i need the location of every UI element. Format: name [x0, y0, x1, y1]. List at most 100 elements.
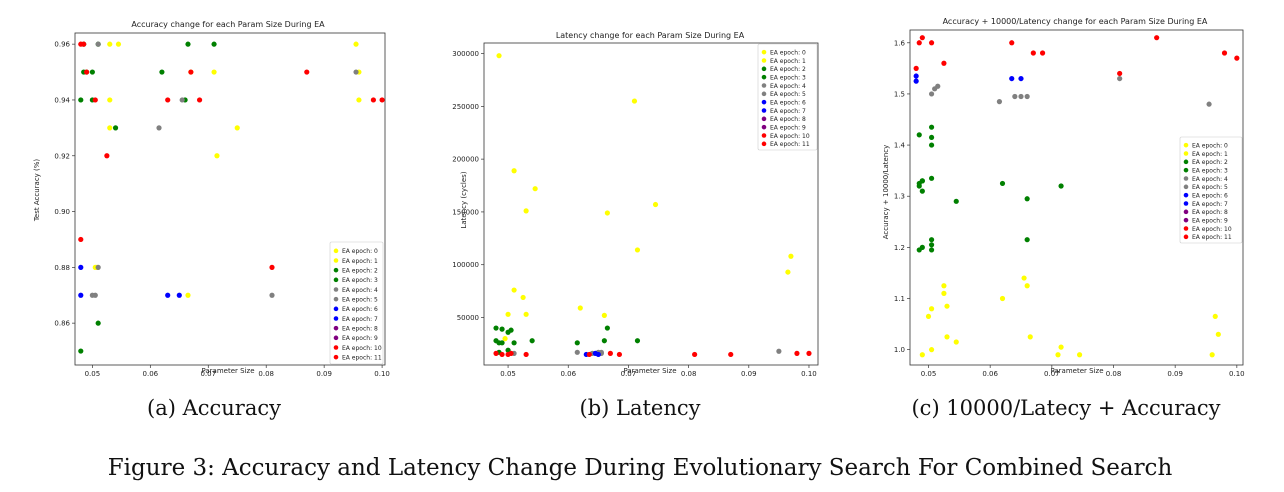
data-point — [165, 292, 171, 298]
data-point — [1024, 283, 1030, 289]
data-point — [928, 242, 935, 248]
chart-title: Latency change for each Param Size Durin… — [556, 31, 745, 40]
data-point — [1024, 196, 1030, 202]
legend-marker — [333, 325, 339, 331]
legend-entry: EA epoch: 0 — [770, 49, 806, 56]
data-point — [577, 305, 583, 311]
data-point — [179, 97, 185, 103]
data-point — [529, 338, 535, 344]
data-point — [165, 97, 171, 103]
x-tick-label: 0.07 — [621, 370, 637, 378]
data-point — [928, 247, 935, 253]
data-point — [634, 338, 641, 344]
data-point — [156, 125, 162, 131]
data-point — [211, 69, 217, 75]
legend-marker — [1183, 151, 1189, 156]
data-point — [496, 53, 502, 59]
data-point — [928, 124, 935, 130]
data-point — [944, 334, 950, 340]
data-point — [505, 351, 511, 358]
y-tick-label: 0.86 — [54, 320, 70, 328]
data-point — [523, 311, 529, 317]
legend-marker — [761, 74, 767, 80]
data-point — [234, 125, 240, 131]
data-point — [1212, 313, 1218, 320]
legend-marker — [333, 345, 339, 350]
legend-marker — [1183, 234, 1189, 240]
data-point — [499, 326, 505, 332]
legend-marker — [333, 316, 339, 321]
data-point — [211, 41, 217, 47]
subcaption-a: (a) Accuracy — [147, 396, 281, 420]
legend-entry: EA epoch: 7 — [770, 108, 806, 115]
legend-marker — [761, 58, 767, 63]
data-point — [941, 283, 947, 289]
data-point — [83, 69, 90, 75]
legend-marker — [333, 287, 339, 292]
y-tick-label: 0.96 — [54, 41, 70, 49]
x-tick-label: 0.08 — [1106, 370, 1122, 378]
subcaption-c: (c) 10000/Latecy + Accuracy — [911, 396, 1220, 420]
legend-marker — [761, 91, 767, 97]
y-tick-label: 0.94 — [54, 96, 70, 104]
data-point — [631, 98, 638, 104]
x-tick-label: 0.07 — [1044, 370, 1060, 378]
legend-marker — [1183, 217, 1189, 223]
data-point — [1234, 55, 1240, 61]
data-point — [89, 69, 95, 75]
data-point — [269, 264, 275, 270]
data-point — [1024, 93, 1030, 100]
legend-entry: EA epoch: 10 — [770, 133, 810, 140]
data-point — [81, 41, 87, 47]
data-point — [78, 97, 84, 103]
data-point — [1215, 331, 1221, 337]
legend-entry: EA epoch: 5 — [342, 296, 378, 303]
data-point — [788, 253, 794, 259]
chart-title: Accuracy + 10000/Latency change for each… — [943, 17, 1208, 26]
accuracy-chart: Accuracy change for each Param Size Duri… — [33, 20, 390, 378]
legend-marker — [761, 99, 767, 105]
legend-marker — [1183, 226, 1189, 231]
legend-marker — [761, 108, 767, 113]
legend-entry: EA epoch: 11 — [770, 141, 810, 148]
subcaption-b: (b) Latency — [580, 396, 701, 420]
y-tick-label: 1.1 — [894, 295, 905, 303]
data-point — [941, 60, 947, 66]
legend-entry: EA epoch: 11 — [1192, 234, 1232, 241]
legend-box — [329, 241, 384, 365]
legend-marker — [333, 335, 339, 341]
legend-entry: EA epoch: 11 — [342, 354, 382, 361]
data-point — [928, 237, 935, 243]
data-point — [78, 264, 84, 270]
latency-chart: Latency change for each Param Size Durin… — [452, 31, 819, 378]
data-point — [505, 329, 511, 335]
data-point — [1012, 93, 1018, 100]
data-point — [185, 292, 191, 298]
data-point — [913, 65, 919, 71]
data-point — [1154, 35, 1160, 41]
y-tick-label: 1.4 — [894, 142, 906, 150]
legend-marker — [761, 133, 767, 138]
y-tick-label: 1.2 — [894, 244, 905, 252]
data-point — [95, 264, 101, 270]
data-point — [78, 292, 84, 298]
data-point — [999, 295, 1006, 302]
y-tick-label: 1.6 — [894, 39, 906, 47]
legend-marker — [1183, 192, 1189, 198]
data-point — [95, 320, 101, 326]
legend-entry: EA epoch: 4 — [342, 287, 378, 294]
data-point — [919, 244, 925, 250]
data-point — [1021, 275, 1027, 281]
data-point — [107, 125, 113, 131]
plot-frame — [483, 42, 819, 366]
y-tick-label: 0.88 — [54, 264, 70, 272]
data-point — [634, 247, 641, 253]
data-point — [95, 41, 101, 47]
data-point — [115, 41, 122, 47]
data-point — [928, 306, 935, 312]
data-point — [928, 347, 935, 353]
data-point — [505, 311, 511, 317]
x-tick-label: 0.05 — [85, 370, 101, 378]
data-point — [996, 99, 1003, 105]
